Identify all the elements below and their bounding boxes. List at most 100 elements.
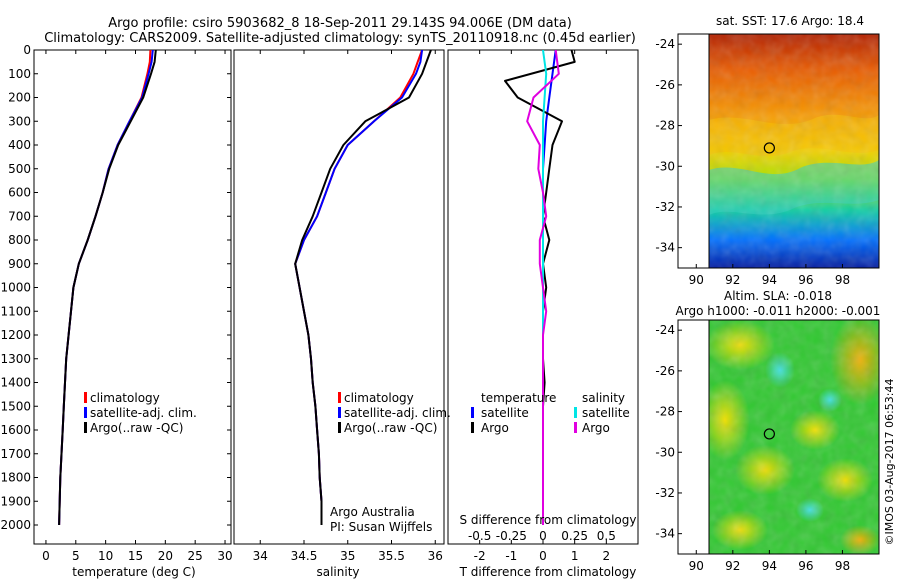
x-tick-label: 36 [428, 549, 443, 563]
lon-tick-label: 94 [762, 559, 777, 573]
y-tick-label: 1400 [0, 376, 31, 390]
s-tick-label: 0.5 [597, 529, 616, 543]
lon-tick-label: 98 [835, 559, 850, 573]
series-line [526, 50, 560, 525]
y-tick-label: 700 [8, 209, 31, 223]
sst-map-title: sat. SST: 17.6 Argo: 18.4 [716, 14, 864, 28]
y-tick-label: 900 [8, 257, 31, 271]
lon-tick-label: 92 [725, 273, 740, 287]
difference-xlabel: T difference from climatology [459, 565, 637, 579]
sla-map-axes-frame [677, 319, 880, 555]
x-tick-label: 0 [539, 549, 547, 563]
header-title-line1: Argo profile: csiro 5903682_8 18-Sep-201… [108, 16, 572, 31]
y-tick-label: 1800 [0, 471, 31, 485]
x-tick-label: -1 [505, 549, 517, 563]
x-tick-label: 20 [158, 549, 173, 563]
temperature-series [58, 50, 157, 526]
s-tick-label: -0.25 [496, 529, 527, 543]
salinity-legend: climatology satellite-adj. clim. Argo(..… [330, 391, 451, 534]
legend-label-s-argo: Argo [582, 421, 610, 435]
y-tick-label: 600 [8, 186, 31, 200]
legend-swatch-t-satellite [471, 407, 474, 418]
sla-map-float-marker [763, 428, 775, 440]
x-tick-label: 35 [340, 549, 355, 563]
salinity-axis-ticks: 34 34.5 35 35.5 36 [253, 50, 443, 563]
sla-map-subtitle: Argo h1000: -0.011 h2000: -0.001 [676, 304, 881, 318]
lon-tick-label: 94 [762, 273, 777, 287]
pi-label: PI: Susan Wijffels [330, 520, 432, 534]
lat-tick-label: -28 [655, 119, 675, 133]
series-line [58, 50, 157, 526]
y-tick-label: 1600 [0, 423, 31, 437]
lon-tick-label: 98 [835, 273, 850, 287]
temperature-plot-frame [33, 49, 232, 545]
x-tick-label: 25 [188, 549, 203, 563]
argo-australia-label: Argo Australia [330, 505, 415, 519]
legend-label-argo: Argo(..raw -QC) [90, 421, 183, 435]
temperature-legend: climatology satellite-adj. clim. Argo(..… [84, 391, 197, 435]
legend-swatch-argo [338, 422, 341, 433]
y-tick-label: 1300 [0, 352, 31, 366]
legend-swatch-s-satellite [574, 407, 577, 418]
lat-tick-label: -30 [655, 445, 675, 459]
legend-label-t-argo: Argo [481, 421, 509, 435]
legend-swatch-climatology [84, 392, 87, 403]
sst-map-axes-frame [677, 33, 880, 269]
legend-label-satellite: satellite-adj. clim. [344, 406, 451, 420]
y-tick-label: 100 [8, 67, 31, 81]
lat-tick-label: -32 [655, 200, 675, 214]
lat-tick-label: -28 [655, 405, 675, 419]
legend-swatch-climatology [338, 392, 341, 403]
legend-swatch-satellite [84, 407, 87, 418]
lon-tick-label: 90 [689, 559, 704, 573]
legend-swatch-satellite [338, 407, 341, 418]
legend-swatch-t-argo [471, 422, 474, 433]
y-tick-label: 1100 [0, 304, 31, 318]
y-tick-label: 0 [23, 43, 31, 57]
sst-map-texture [709, 34, 879, 268]
y-tick-label: 2000 [0, 518, 31, 532]
y-tick-label: 500 [8, 162, 31, 176]
difference-legend: temperature salinity satellite Argo sate… [471, 391, 630, 435]
legend-title-temperature: temperature [481, 391, 556, 405]
lat-tick-label: -24 [655, 323, 675, 337]
sst-map-float-marker [763, 142, 775, 154]
sla-map-title: Altim. SLA: -0.018 [724, 289, 832, 303]
temperature-xlabel: temperature (deg C) [72, 565, 195, 579]
sla-map-heatmap [709, 320, 879, 554]
difference-axis-ticks: -2 -1 0 1 2 [474, 50, 610, 563]
imos-credit: ©IMOS 03-Aug-2017 06:53:44 [883, 379, 896, 546]
legend-label-climatology: climatology [90, 391, 160, 405]
y-tick-label: 1900 [0, 494, 31, 508]
x-tick-label: 30 [217, 549, 232, 563]
series-line [542, 50, 557, 525]
header-title-line2: Climatology: CARS2009. Satellite-adjuste… [44, 31, 636, 46]
salinity-difference-axis-ticks: -0.5 -0.25 0 0.25 0.5 [468, 529, 616, 543]
lon-tick-label: 90 [689, 273, 704, 287]
legend-title-salinity: salinity [582, 391, 625, 405]
legend-label-satellite: satellite-adj. clim. [90, 406, 197, 420]
series-line [294, 50, 424, 525]
x-tick-label: 15 [128, 549, 143, 563]
legend-swatch-s-argo [574, 422, 577, 433]
sst-map-heatmap [709, 34, 879, 268]
lat-tick-label: -34 [655, 527, 675, 541]
difference-series [504, 50, 576, 525]
series-line [294, 50, 424, 525]
x-tick-label: 35.5 [378, 549, 405, 563]
salinity-plot-frame [233, 49, 445, 545]
series-line [504, 50, 576, 525]
x-tick-label: 2 [603, 549, 611, 563]
x-tick-label: 5 [72, 549, 80, 563]
legend-label-argo: Argo(..raw -QC) [344, 421, 437, 435]
lon-tick-label: 96 [798, 559, 813, 573]
lat-tick-label: -24 [655, 37, 675, 51]
s-tick-label: 0.25 [561, 529, 588, 543]
temperature-axis-ticks: 0 5 10 15 20 25 300100200300400500600700800900… [0, 43, 232, 563]
x-tick-label: 0 [42, 549, 50, 563]
lat-tick-label: -32 [655, 486, 675, 500]
x-tick-label: 10 [98, 549, 113, 563]
y-tick-label: 1000 [0, 281, 31, 295]
